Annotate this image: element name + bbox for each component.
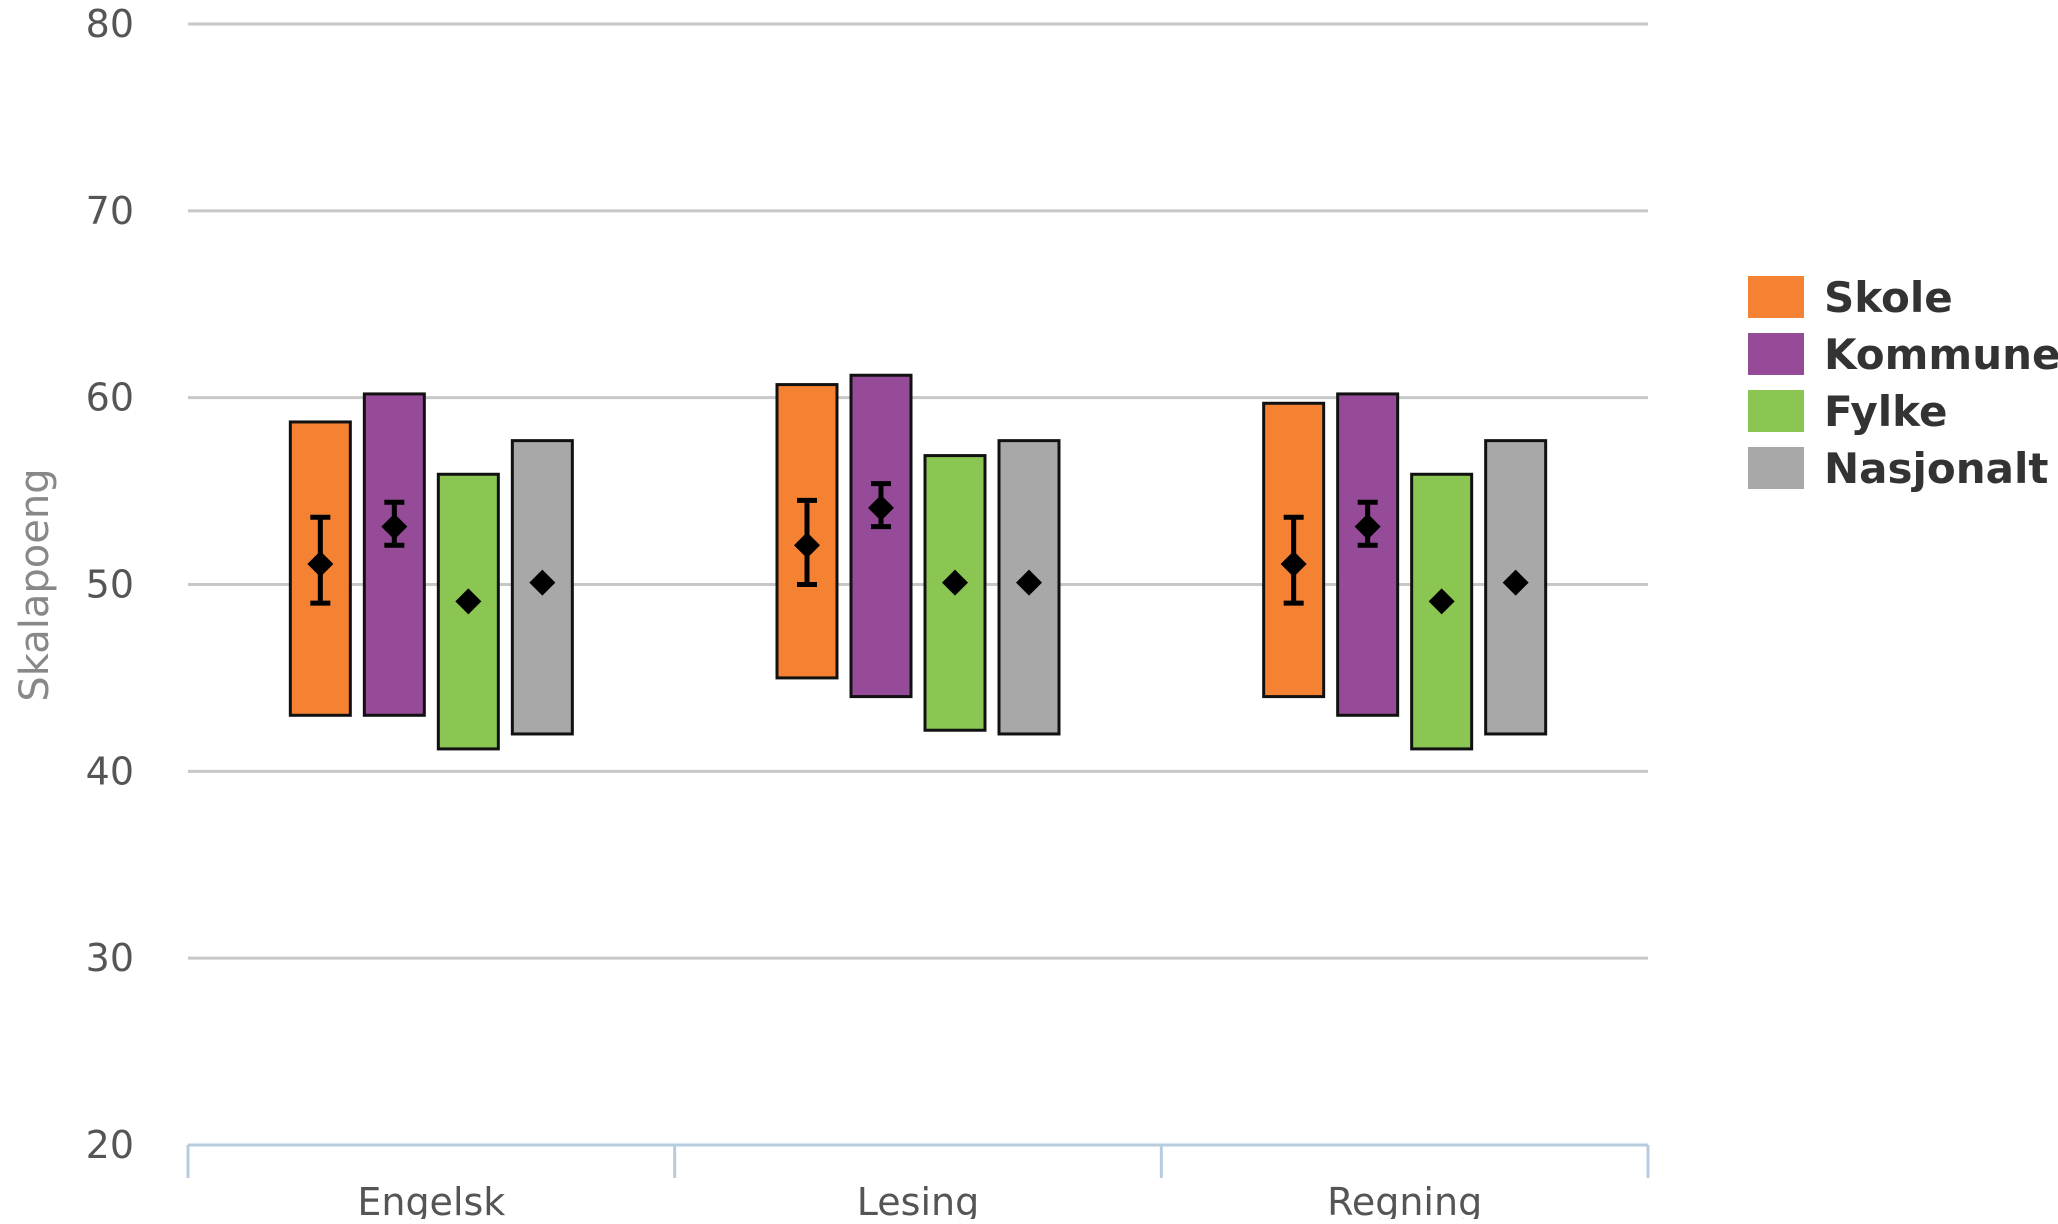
- y-axis-title: Skalapoeng: [12, 468, 58, 701]
- x-axis: Engelsk Lesing Regning: [186, 1143, 1650, 1224]
- x-tick-label: Regning: [1327, 1180, 1482, 1219]
- bar-skole: [1262, 401, 1326, 699]
- legend-label: Kommune: [1824, 330, 2058, 379]
- bar-kommune: [362, 392, 426, 717]
- bars: [288, 373, 1548, 751]
- y-tick-label: 30: [86, 936, 134, 980]
- legend-swatch: [1748, 447, 1804, 489]
- legend-label: Fylke: [1824, 387, 1947, 436]
- mean-marker: [1502, 569, 1529, 596]
- legend-swatch: [1748, 333, 1804, 375]
- mean-marker: [1428, 588, 1455, 615]
- legend-swatch: [1748, 276, 1804, 318]
- bar-kommune: [849, 373, 913, 699]
- x-tick-label: Engelsk: [357, 1180, 505, 1219]
- mean-marker: [942, 569, 968, 596]
- mean-markers: [307, 481, 1529, 615]
- x-tick-label: Lesing: [857, 1180, 979, 1219]
- mean-marker: [1280, 550, 1307, 577]
- mean-marker: [529, 569, 556, 596]
- legend-label: Nasjonalt: [1824, 444, 2048, 493]
- y-tick-label: 40: [86, 749, 134, 793]
- mean-marker: [1354, 513, 1381, 540]
- mean-marker: [794, 532, 820, 559]
- y-axis: 20 30 40 50 60 70 80: [86, 2, 134, 1167]
- legend-swatch: [1748, 390, 1804, 432]
- bar-kommune: [1336, 392, 1400, 717]
- legend-item-nasjonalt[interactable]: Nasjonalt: [1748, 444, 2048, 493]
- legend-item-skole[interactable]: Skole: [1748, 273, 1953, 322]
- y-tick-label: 20: [86, 1123, 134, 1167]
- y-tick-label: 80: [86, 2, 134, 46]
- y-tick-label: 50: [86, 563, 134, 607]
- legend-item-kommune[interactable]: Kommune: [1748, 330, 2058, 379]
- bar-nasjonalt: [997, 439, 1061, 736]
- y-tick-label: 60: [86, 376, 134, 420]
- y-tick-label: 70: [86, 189, 134, 233]
- mean-marker: [307, 550, 334, 577]
- legend-item-fylke[interactable]: Fylke: [1748, 387, 1947, 436]
- mean-marker: [1016, 569, 1042, 596]
- mean-marker: [868, 494, 894, 521]
- mean-marker: [381, 513, 408, 540]
- legend[interactable]: Skole Kommune Fylke Nasjonalt: [1748, 273, 2058, 493]
- mean-marker: [455, 588, 482, 615]
- legend-label: Skole: [1824, 273, 1953, 322]
- gridlines: [188, 22, 1648, 960]
